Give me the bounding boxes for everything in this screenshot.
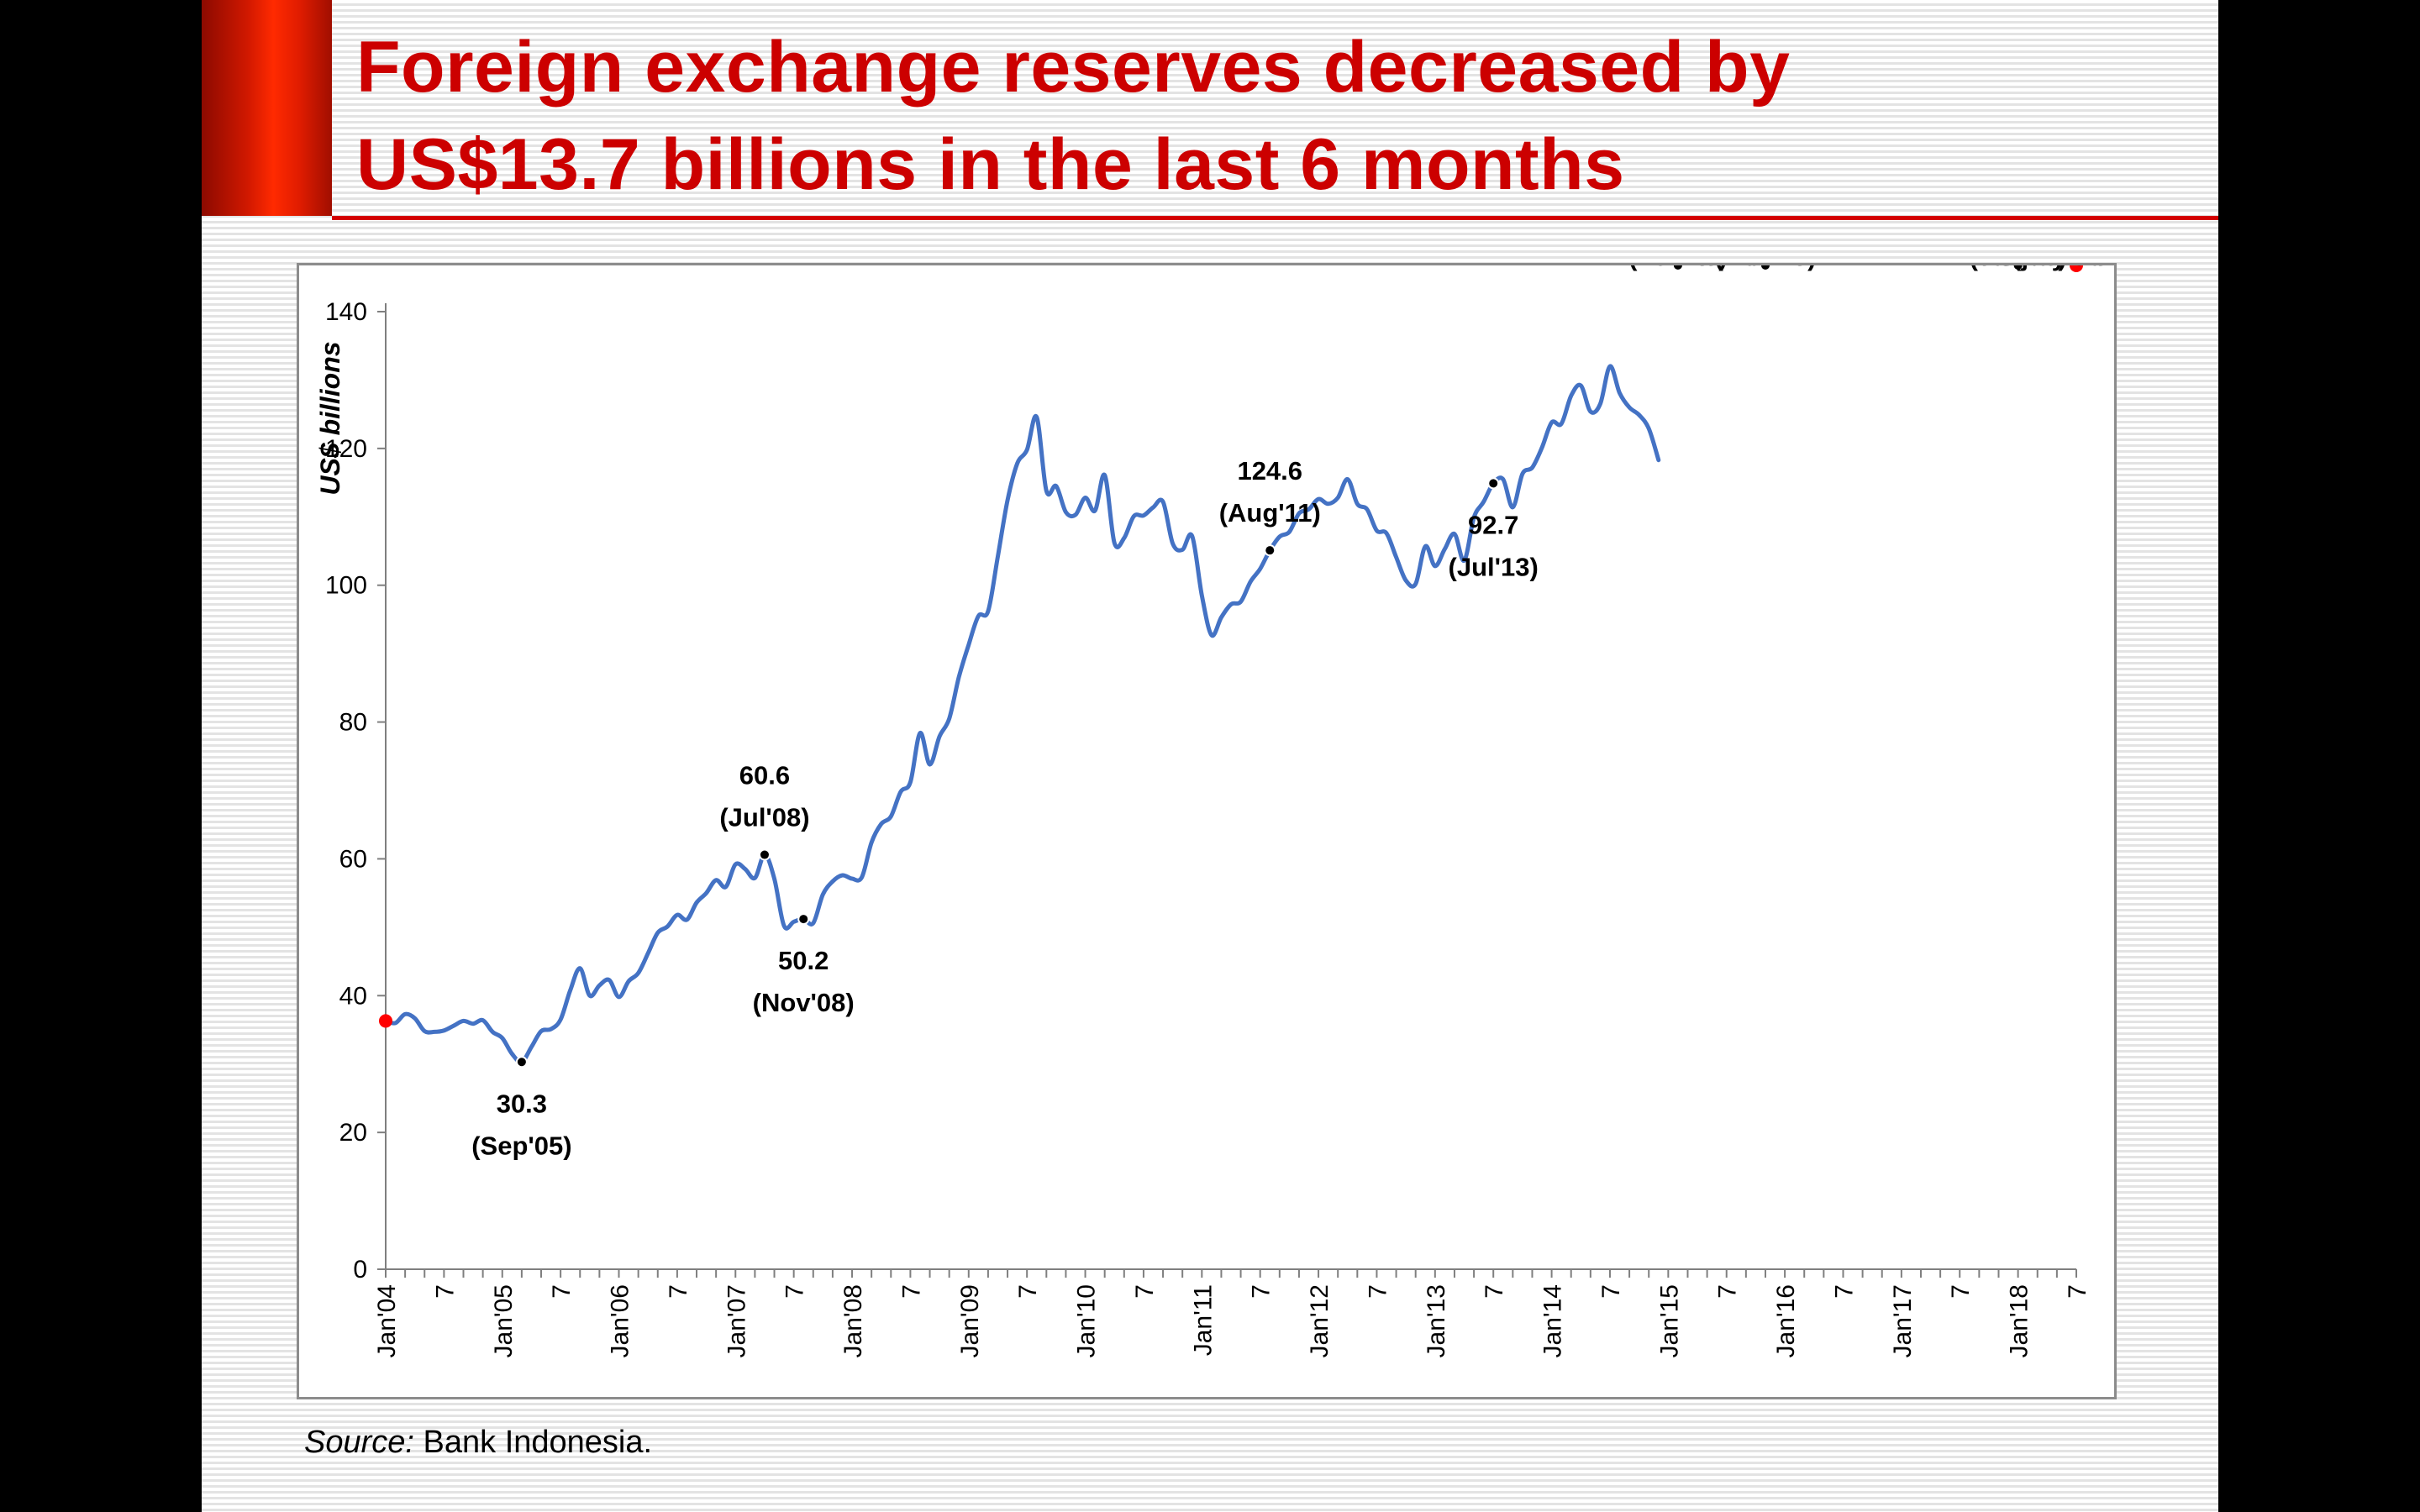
- x-tick-label: 7: [1364, 1284, 1392, 1299]
- title-divider: [332, 216, 2218, 220]
- x-tick-label: 7: [665, 1284, 692, 1299]
- y-tick-label: 100: [325, 572, 367, 600]
- data-label-value: 60.6: [739, 761, 790, 790]
- x-tick-label: Jan'15: [1655, 1284, 1683, 1357]
- data-label-date: (Feb'15): [1628, 265, 1728, 271]
- x-tick-label: 7: [1597, 1284, 1625, 1299]
- data-label-date: (july 2018): [2012, 265, 2114, 271]
- slide-title: Foreign exchange reserves decreased by U…: [356, 18, 2205, 213]
- y-tick-label: 20: [339, 1119, 367, 1147]
- data-point-highlight: [379, 1014, 392, 1028]
- x-tick-label: Jan'13: [1423, 1284, 1450, 1357]
- x-tick-label: 7: [897, 1284, 925, 1299]
- x-tick-label: 7: [1947, 1284, 1975, 1299]
- x-tick-label: Jan'17: [1889, 1284, 1917, 1357]
- x-tick-label: Jan'11: [1189, 1284, 1217, 1356]
- x-tick-label: Jan'08: [839, 1284, 867, 1357]
- x-tick-label: Jan'06: [607, 1284, 634, 1357]
- data-label-value: 92.7: [1468, 510, 1518, 539]
- y-tick-label: 40: [339, 982, 367, 1010]
- source-text: Bank Indonesia.: [413, 1425, 653, 1460]
- x-tick-label: 7: [1014, 1284, 1042, 1299]
- title-accent-bar: [202, 0, 332, 216]
- data-label-date: (Nov'15): [1714, 265, 1816, 271]
- x-tick-label: 7: [1830, 1284, 1858, 1299]
- slide-title-line-1: Foreign exchange reserves decreased by: [356, 27, 1791, 108]
- reserves-line-chart: 0 20 40 60 80 100 120 140 US$ billions Jan'04 7 Jan…: [315, 242, 2140, 1357]
- x-tick-label: 7: [431, 1284, 459, 1299]
- x-tick-label: 7: [781, 1284, 809, 1299]
- x-tick-label: Jan'05: [490, 1284, 518, 1357]
- data-point-marker: [799, 915, 808, 924]
- x-tick-label: Jan'10: [1073, 1284, 1101, 1357]
- x-tick-label: Jan'07: [723, 1284, 750, 1357]
- y-tick-label: 140: [325, 298, 367, 326]
- chart-frame: 0 20 40 60 80 100 120 140 US$ billions Jan'04 7 Jan…: [297, 242, 2140, 1399]
- data-label-date: (Jul'08): [719, 803, 809, 832]
- x-tick-label: Jan'18: [2006, 1284, 2033, 1357]
- x-tick-label: 7: [1714, 1284, 1742, 1299]
- x-tick-label: 7: [1481, 1284, 1508, 1299]
- data-label-date: (Nov'08): [753, 988, 855, 1017]
- data-point-marker: [1489, 479, 1498, 488]
- x-tick-label: Jan'04: [373, 1284, 401, 1357]
- x-tick-label: 7: [1248, 1284, 1276, 1299]
- data-label-date: (Sep'05): [471, 1131, 571, 1160]
- x-tick-label: Jan'12: [1306, 1284, 1334, 1357]
- x-tick-label: Jan'16: [1772, 1284, 1800, 1357]
- x-tick-label: Jan'09: [956, 1284, 984, 1357]
- source-note: Source: Bank Indonesia.: [304, 1425, 652, 1461]
- data-label-date: (Aug'11): [1219, 498, 1321, 528]
- slide: Foreign exchange reserves decreased by U…: [202, 0, 2218, 1512]
- x-tick-label: Jan'14: [1539, 1284, 1567, 1357]
- data-point-marker: [517, 1058, 526, 1067]
- y-tick-label: 60: [339, 845, 367, 873]
- data-point-marker: [760, 850, 769, 859]
- source-label: Source:: [304, 1425, 414, 1460]
- y-tick-label: 0: [353, 1256, 367, 1284]
- y-axis-title: US$ billions: [315, 341, 345, 495]
- data-label-value: 50.2: [778, 946, 829, 975]
- reserves-series-line: [383, 364, 1661, 1064]
- x-tick-label: 7: [2064, 1284, 2091, 1299]
- y-tick-label: 80: [339, 709, 367, 737]
- y-tick-label: 120: [325, 435, 367, 463]
- x-tick-label: 7: [1131, 1284, 1159, 1299]
- data-label-value: 124.6: [1237, 456, 1302, 486]
- data-label-value: 30.3: [497, 1089, 547, 1118]
- x-tick-label: 7: [548, 1284, 576, 1299]
- data-label-date: (Jul'13): [1449, 552, 1539, 581]
- data-point-marker: [1265, 546, 1275, 555]
- slide-title-line-2: US$13.7 billions in the last 6 months: [356, 124, 1625, 205]
